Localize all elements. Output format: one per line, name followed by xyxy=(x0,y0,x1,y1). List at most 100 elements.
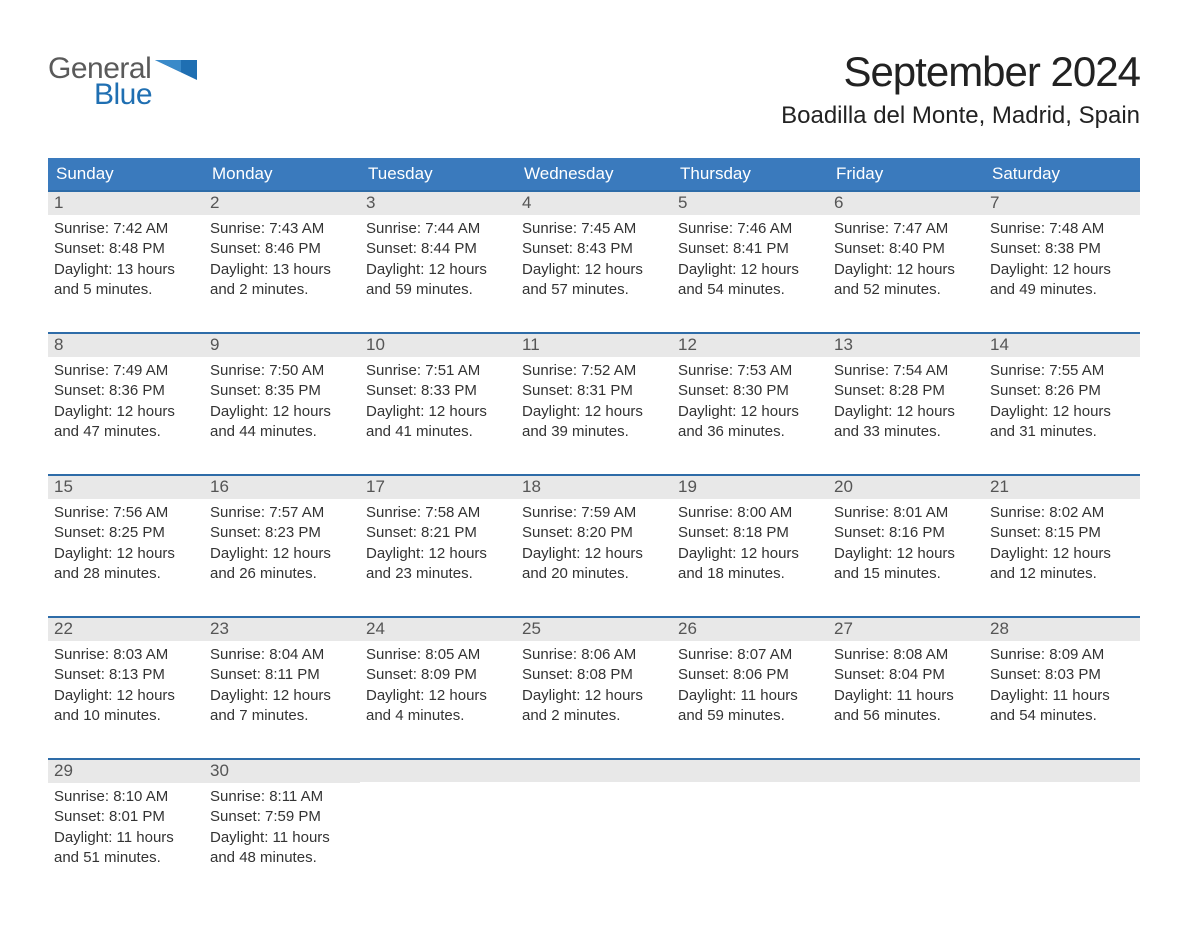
daylight-line-2: and 33 minutes. xyxy=(834,422,978,442)
day-cell: 9Sunrise: 7:50 AMSunset: 8:35 PMDaylight… xyxy=(204,334,360,452)
sunset-line: Sunset: 8:41 PM xyxy=(678,239,822,259)
daylight-line-1: Daylight: 12 hours xyxy=(522,402,666,422)
daylight-line-2: and 15 minutes. xyxy=(834,564,978,584)
day-cell xyxy=(672,760,828,878)
sunset-line: Sunset: 8:30 PM xyxy=(678,381,822,401)
daylight-line-1: Daylight: 12 hours xyxy=(834,544,978,564)
daylight-line-1: Daylight: 12 hours xyxy=(366,260,510,280)
daylight-line-2: and 31 minutes. xyxy=(990,422,1134,442)
day-body: Sunrise: 7:42 AMSunset: 8:48 PMDaylight:… xyxy=(48,215,204,300)
sunrise-line: Sunrise: 8:08 AM xyxy=(834,645,978,665)
daylight-line-1: Daylight: 11 hours xyxy=(54,828,198,848)
date-number: 30 xyxy=(204,760,360,783)
sunrise-line: Sunrise: 7:58 AM xyxy=(366,503,510,523)
daylight-line-2: and 26 minutes. xyxy=(210,564,354,584)
sunset-line: Sunset: 8:01 PM xyxy=(54,807,198,827)
date-number: 1 xyxy=(48,192,204,215)
sunrise-line: Sunrise: 8:05 AM xyxy=(366,645,510,665)
sunset-line: Sunset: 7:59 PM xyxy=(210,807,354,827)
sunrise-line: Sunrise: 7:45 AM xyxy=(522,219,666,239)
daylight-line-2: and 2 minutes. xyxy=(522,706,666,726)
sunrise-line: Sunrise: 7:49 AM xyxy=(54,361,198,381)
date-number xyxy=(672,760,828,782)
sunrise-line: Sunrise: 7:57 AM xyxy=(210,503,354,523)
logo-triangle-icon xyxy=(155,60,197,80)
sunrise-line: Sunrise: 8:02 AM xyxy=(990,503,1134,523)
daylight-line-2: and 48 minutes. xyxy=(210,848,354,868)
daylight-line-1: Daylight: 11 hours xyxy=(990,686,1134,706)
day-body: Sunrise: 7:47 AMSunset: 8:40 PMDaylight:… xyxy=(828,215,984,300)
sunset-line: Sunset: 8:03 PM xyxy=(990,665,1134,685)
sunrise-line: Sunrise: 7:54 AM xyxy=(834,361,978,381)
daylight-line-2: and 39 minutes. xyxy=(522,422,666,442)
date-number: 4 xyxy=(516,192,672,215)
sunrise-line: Sunrise: 7:56 AM xyxy=(54,503,198,523)
day-body: Sunrise: 8:02 AMSunset: 8:15 PMDaylight:… xyxy=(984,499,1140,584)
daylight-line-2: and 44 minutes. xyxy=(210,422,354,442)
sunrise-line: Sunrise: 7:51 AM xyxy=(366,361,510,381)
daylight-line-1: Daylight: 11 hours xyxy=(834,686,978,706)
daylight-line-2: and 18 minutes. xyxy=(678,564,822,584)
day-cell: 23Sunrise: 8:04 AMSunset: 8:11 PMDayligh… xyxy=(204,618,360,736)
sunset-line: Sunset: 8:33 PM xyxy=(366,381,510,401)
date-number: 3 xyxy=(360,192,516,215)
day-body: Sunrise: 7:53 AMSunset: 8:30 PMDaylight:… xyxy=(672,357,828,442)
weeks-container: 1Sunrise: 7:42 AMSunset: 8:48 PMDaylight… xyxy=(48,190,1140,878)
day-cell: 5Sunrise: 7:46 AMSunset: 8:41 PMDaylight… xyxy=(672,192,828,310)
day-cell: 6Sunrise: 7:47 AMSunset: 8:40 PMDaylight… xyxy=(828,192,984,310)
day-body: Sunrise: 7:43 AMSunset: 8:46 PMDaylight:… xyxy=(204,215,360,300)
daylight-line-2: and 59 minutes. xyxy=(366,280,510,300)
sunset-line: Sunset: 8:35 PM xyxy=(210,381,354,401)
daylight-line-2: and 23 minutes. xyxy=(366,564,510,584)
sunrise-line: Sunrise: 8:04 AM xyxy=(210,645,354,665)
sunset-line: Sunset: 8:21 PM xyxy=(366,523,510,543)
day-body: Sunrise: 7:52 AMSunset: 8:31 PMDaylight:… xyxy=(516,357,672,442)
sunset-line: Sunset: 8:38 PM xyxy=(990,239,1134,259)
header-row: General Blue September 2024 Boadilla del… xyxy=(48,48,1140,130)
daylight-line-2: and 4 minutes. xyxy=(366,706,510,726)
sunrise-line: Sunrise: 8:09 AM xyxy=(990,645,1134,665)
day-cell: 28Sunrise: 8:09 AMSunset: 8:03 PMDayligh… xyxy=(984,618,1140,736)
daylight-line-1: Daylight: 12 hours xyxy=(54,402,198,422)
day-body: Sunrise: 7:45 AMSunset: 8:43 PMDaylight:… xyxy=(516,215,672,300)
day-cell: 14Sunrise: 7:55 AMSunset: 8:26 PMDayligh… xyxy=(984,334,1140,452)
date-number xyxy=(516,760,672,782)
day-body: Sunrise: 7:59 AMSunset: 8:20 PMDaylight:… xyxy=(516,499,672,584)
daylight-line-2: and 20 minutes. xyxy=(522,564,666,584)
daylight-line-2: and 54 minutes. xyxy=(990,706,1134,726)
day-cell: 30Sunrise: 8:11 AMSunset: 7:59 PMDayligh… xyxy=(204,760,360,878)
date-number: 8 xyxy=(48,334,204,357)
daylight-line-2: and 12 minutes. xyxy=(990,564,1134,584)
sunset-line: Sunset: 8:15 PM xyxy=(990,523,1134,543)
date-number: 25 xyxy=(516,618,672,641)
day-body: Sunrise: 7:44 AMSunset: 8:44 PMDaylight:… xyxy=(360,215,516,300)
daylight-line-1: Daylight: 12 hours xyxy=(366,544,510,564)
week-row: 29Sunrise: 8:10 AMSunset: 8:01 PMDayligh… xyxy=(48,758,1140,878)
date-number: 24 xyxy=(360,618,516,641)
week-row: 15Sunrise: 7:56 AMSunset: 8:25 PMDayligh… xyxy=(48,474,1140,594)
day-cell: 21Sunrise: 8:02 AMSunset: 8:15 PMDayligh… xyxy=(984,476,1140,594)
week-row: 1Sunrise: 7:42 AMSunset: 8:48 PMDaylight… xyxy=(48,190,1140,310)
sunset-line: Sunset: 8:40 PM xyxy=(834,239,978,259)
sunrise-line: Sunrise: 7:43 AM xyxy=(210,219,354,239)
daylight-line-1: Daylight: 12 hours xyxy=(678,544,822,564)
day-cell: 8Sunrise: 7:49 AMSunset: 8:36 PMDaylight… xyxy=(48,334,204,452)
daylight-line-1: Daylight: 12 hours xyxy=(522,260,666,280)
date-number: 23 xyxy=(204,618,360,641)
sunrise-line: Sunrise: 8:00 AM xyxy=(678,503,822,523)
day-body: Sunrise: 7:55 AMSunset: 8:26 PMDaylight:… xyxy=(984,357,1140,442)
day-cell: 12Sunrise: 7:53 AMSunset: 8:30 PMDayligh… xyxy=(672,334,828,452)
daylight-line-2: and 47 minutes. xyxy=(54,422,198,442)
day-cell xyxy=(360,760,516,878)
daylight-line-1: Daylight: 12 hours xyxy=(834,402,978,422)
location: Boadilla del Monte, Madrid, Spain xyxy=(781,102,1140,130)
sunrise-line: Sunrise: 7:50 AM xyxy=(210,361,354,381)
sunrise-line: Sunrise: 8:03 AM xyxy=(54,645,198,665)
day-body: Sunrise: 7:50 AMSunset: 8:35 PMDaylight:… xyxy=(204,357,360,442)
sunset-line: Sunset: 8:25 PM xyxy=(54,523,198,543)
daylight-line-2: and 10 minutes. xyxy=(54,706,198,726)
daylight-line-1: Daylight: 12 hours xyxy=(210,686,354,706)
day-cell: 4Sunrise: 7:45 AMSunset: 8:43 PMDaylight… xyxy=(516,192,672,310)
day-cell xyxy=(516,760,672,878)
day-body: Sunrise: 8:11 AMSunset: 7:59 PMDaylight:… xyxy=(204,783,360,868)
